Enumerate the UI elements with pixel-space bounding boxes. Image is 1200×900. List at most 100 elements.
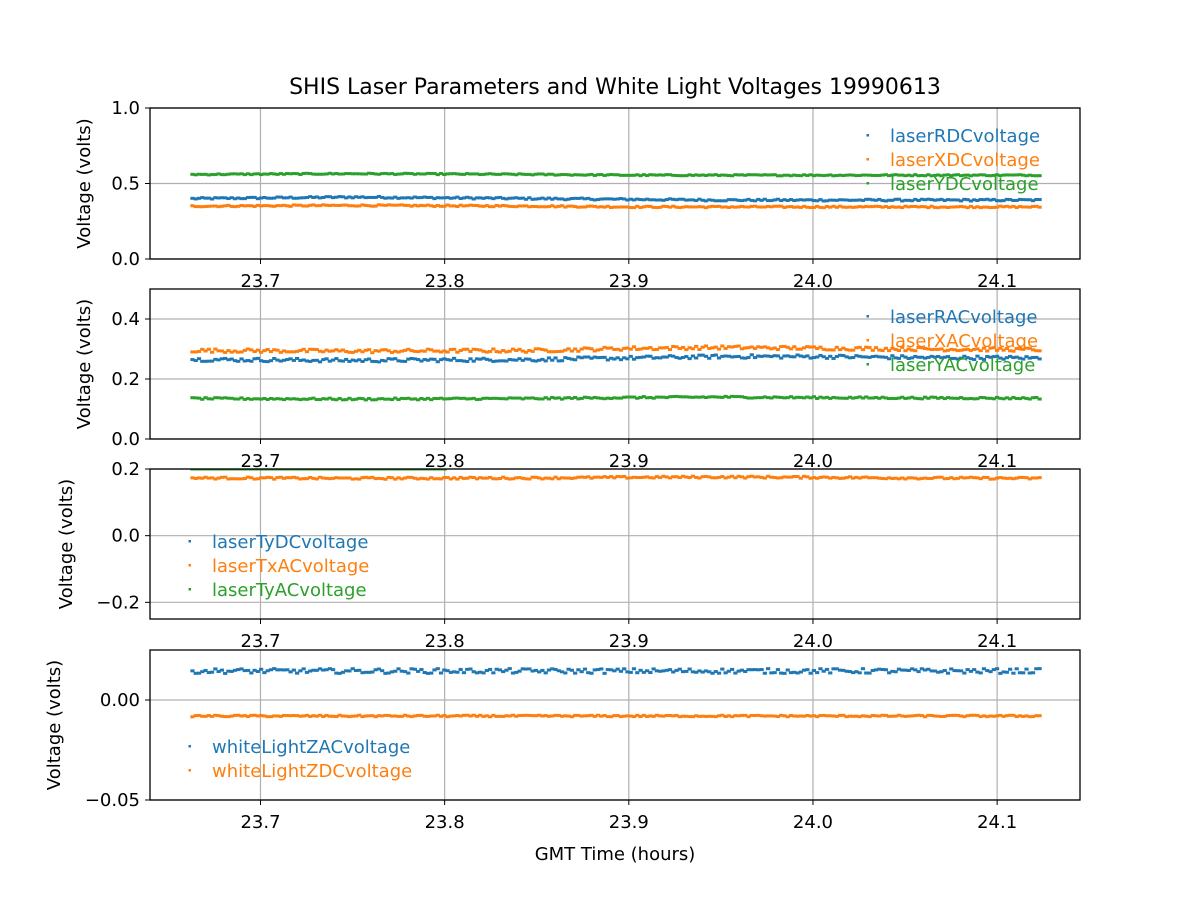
data-point bbox=[412, 357, 417, 361]
data-point bbox=[353, 172, 359, 176]
data-point bbox=[295, 397, 300, 401]
data-point bbox=[991, 346, 996, 350]
data-point bbox=[232, 713, 238, 717]
data-point bbox=[540, 714, 545, 718]
data-point bbox=[978, 206, 983, 210]
data-point bbox=[465, 713, 470, 717]
data-point bbox=[936, 396, 941, 400]
data-point bbox=[834, 355, 839, 359]
data-point bbox=[635, 713, 640, 717]
data-point bbox=[491, 205, 496, 209]
data-point bbox=[448, 714, 453, 718]
data-point bbox=[592, 173, 597, 177]
data-point bbox=[602, 671, 607, 675]
data-point bbox=[206, 347, 211, 351]
data-point bbox=[759, 714, 764, 718]
data-point bbox=[497, 359, 503, 363]
data-point bbox=[618, 475, 624, 479]
data-point bbox=[841, 668, 846, 672]
data-point bbox=[635, 671, 640, 675]
data-point bbox=[190, 396, 195, 400]
data-point bbox=[262, 172, 267, 176]
series-laserYDCvoltage bbox=[190, 171, 1042, 178]
data-point bbox=[913, 204, 918, 208]
data-point bbox=[409, 475, 414, 479]
data-point bbox=[602, 475, 607, 479]
data-point bbox=[962, 197, 967, 201]
data-point bbox=[628, 206, 633, 210]
data-point bbox=[779, 204, 784, 208]
data-point bbox=[285, 204, 290, 208]
data-point bbox=[726, 475, 731, 479]
data-point bbox=[798, 670, 803, 674]
data-point bbox=[455, 172, 460, 176]
data-point bbox=[455, 670, 460, 674]
data-point bbox=[504, 668, 509, 672]
data-point bbox=[291, 172, 296, 176]
data-point bbox=[265, 669, 270, 673]
data-point bbox=[268, 715, 274, 719]
data-point bbox=[592, 355, 597, 359]
data-point bbox=[805, 173, 810, 177]
data-point bbox=[896, 205, 902, 209]
data-point bbox=[272, 196, 277, 200]
data-point bbox=[671, 475, 676, 479]
data-point bbox=[278, 668, 283, 672]
data-point bbox=[501, 714, 506, 718]
data-point bbox=[893, 347, 898, 351]
data-point bbox=[360, 195, 365, 199]
data-point bbox=[628, 173, 633, 177]
data-point bbox=[412, 195, 417, 199]
data-point bbox=[939, 714, 944, 718]
series-laserXDCvoltage bbox=[190, 203, 1042, 210]
data-point bbox=[854, 670, 859, 674]
data-point bbox=[494, 396, 499, 400]
data-point bbox=[213, 204, 218, 208]
data-point bbox=[432, 349, 437, 353]
data-point bbox=[978, 173, 983, 177]
data-point bbox=[736, 198, 741, 202]
data-point bbox=[847, 356, 852, 360]
data-point bbox=[981, 198, 987, 202]
data-point bbox=[824, 714, 830, 718]
data-point bbox=[288, 476, 293, 480]
data-point bbox=[223, 475, 228, 479]
data-point bbox=[389, 203, 395, 207]
data-point bbox=[337, 476, 342, 480]
data-point bbox=[805, 345, 810, 349]
data-point bbox=[432, 714, 437, 718]
data-point bbox=[357, 358, 362, 362]
data-point bbox=[801, 346, 807, 350]
data-point bbox=[805, 198, 810, 202]
data-point bbox=[648, 198, 653, 202]
data-point bbox=[824, 356, 830, 360]
data-point bbox=[330, 714, 336, 718]
data-point bbox=[782, 396, 787, 400]
data-point bbox=[851, 205, 856, 209]
y-axis-label: Voltage (volts) bbox=[74, 118, 95, 248]
data-point bbox=[680, 474, 686, 478]
data-point bbox=[815, 204, 820, 208]
data-point bbox=[327, 477, 332, 481]
data-point bbox=[854, 346, 859, 350]
data-point bbox=[811, 205, 817, 209]
data-point bbox=[196, 713, 202, 717]
data-point bbox=[808, 173, 813, 177]
data-point bbox=[720, 199, 725, 203]
data-point bbox=[749, 396, 754, 400]
data-point bbox=[540, 668, 545, 672]
data-point bbox=[357, 713, 362, 717]
data-point bbox=[609, 475, 614, 479]
data-point bbox=[402, 397, 408, 401]
data-point bbox=[991, 173, 996, 177]
data-point bbox=[416, 196, 421, 200]
data-point bbox=[808, 714, 813, 718]
data-point bbox=[1030, 671, 1036, 675]
data-point bbox=[556, 359, 561, 363]
data-point bbox=[357, 204, 362, 208]
data-point bbox=[442, 469, 447, 471]
data-point bbox=[429, 357, 434, 361]
data-point bbox=[733, 205, 738, 209]
data-point bbox=[353, 359, 359, 363]
data-point bbox=[730, 345, 735, 349]
